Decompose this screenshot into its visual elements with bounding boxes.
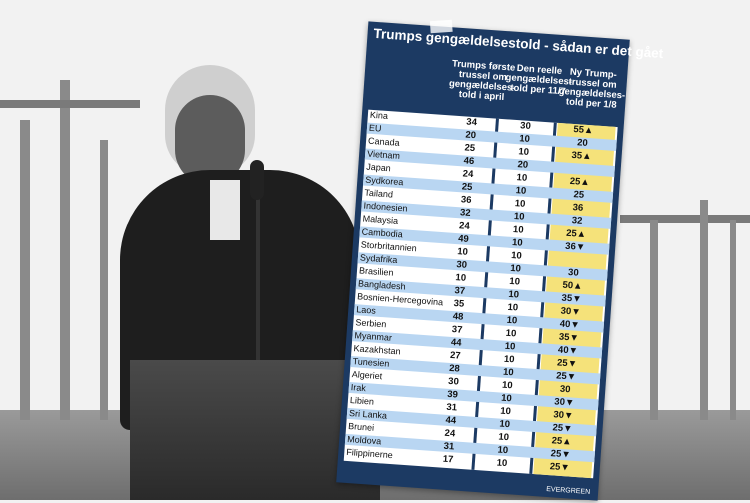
april-tariff-cell: 32 [459,207,471,220]
april-tariff-cell: 17 [442,453,454,466]
april-tariff-cell: 31 [443,440,455,453]
april-tariff-cell: 10 [456,246,469,258]
july-tariff-cell: 10 [496,457,508,470]
april-tariff-cell: 28 [448,362,461,375]
country-cell: Brunei [347,421,375,433]
column-header-aug: Ny Trump-trussel om gengældelses-told pe… [558,66,626,111]
july-tariff-cell: 10 [513,211,525,223]
country-cell: Tailand [364,187,394,200]
july-tariff-cell: 10 [509,262,522,275]
april-tariff-cell: 44 [450,336,462,349]
july-tariff-cell: 10 [514,198,526,210]
july-tariff-cell: 10 [508,288,520,301]
july-tariff-cell: 10 [515,185,527,197]
country-cell: Sydkorea [365,174,404,188]
april-tariff-cell: 24 [458,220,471,232]
country-cell: Laos [355,304,377,316]
country-cell: Vietnam [366,148,401,161]
country-cell: Bangladesh [357,278,406,292]
country-cell: Algeriet [351,369,383,382]
country-cell: Sydafrika [359,252,398,266]
july-tariff-cell: 10 [501,379,514,392]
april-tariff-cell: 39 [446,388,459,401]
july-tariff-cell: 10 [507,301,519,314]
microphone-stand [256,195,260,365]
april-tariff-cell: 24 [444,427,456,440]
country-cell: Kazakhstan [353,343,401,357]
july-tariff-cell: 10 [502,366,514,379]
country-cell: Moldova [346,433,382,447]
july-tariff-cell: 30 [519,120,532,132]
july-tariff-cell: 10 [505,327,517,340]
april-tariff-cell: 10 [455,272,467,284]
country-cell: Filippinerne [345,446,394,461]
country-cell: Myanmar [354,330,393,343]
country-cell: Cambodia [361,226,404,240]
tariff-table: Kina 34 30 55▲ EU 20 10 20 Canada 25 10 35▲ Vietnam 4… [343,109,618,479]
april-tariff-cell: 35 [453,298,465,310]
april-tariff-cell: 30 [447,375,460,388]
july-tariff-cell: 10 [511,236,524,249]
tariff-table-card: Trumps gengældelsestold - sådan er det g… [336,19,664,501]
country-cell: Kina [369,109,389,122]
country-cell: Libien [349,395,375,407]
april-tariff-cell: 20 [465,129,477,142]
april-tariff-cell: 37 [451,324,463,336]
april-tariff-cell: 30 [455,259,468,271]
july-tariff-cell: 10 [516,172,528,184]
country-cell: Serbien [355,317,387,330]
july-tariff-cell: 10 [510,249,523,262]
july-tariff-cell: 10 [518,146,530,158]
april-tariff-cell: 49 [457,233,470,245]
country-cell: EU [368,122,382,134]
april-tariff-cell: 36 [460,194,472,207]
country-cell: Canada [367,135,400,148]
july-tariff-cell: 10 [499,405,512,418]
july-tariff-cell: 10 [498,431,510,444]
april-tariff-cell: 27 [449,349,461,362]
april-tariff-cell: 24 [462,168,474,181]
april-tariff-cell: 31 [446,401,458,414]
country-cell: Irak [350,382,367,394]
april-tariff-cell: 44 [445,414,457,427]
country-cell: Sri Lanka [348,408,388,421]
july-tariff-cell: 10 [500,392,513,405]
july-tariff-cell: 10 [506,314,518,327]
july-tariff-cell: 10 [504,340,516,353]
april-tariff-cell: 37 [454,285,466,297]
april-tariff-cell: 46 [463,155,475,168]
country-cell: Brasilien [358,265,394,278]
april-tariff-cell: 48 [452,311,464,323]
july-tariff-cell: 10 [518,133,531,145]
microphone [250,160,264,200]
country-cell: Tunesien [352,356,390,369]
july-tariff-cell: 10 [503,353,515,366]
april-tariff-cell: 25 [464,142,476,155]
july-tariff-cell: 10 [498,418,511,431]
july-tariff-cell: 10 [512,224,524,236]
footer-logo: EVERGREEN [546,485,591,497]
country-cell: Malaysia [362,213,399,226]
april-tariff-cell: 34 [465,116,478,129]
april-tariff-cell: 25 [461,181,473,194]
july-tariff-cell: 20 [517,159,529,171]
july-tariff-cell: 10 [497,444,509,457]
july-tariff-cell: 10 [508,275,521,288]
country-cell: Indonesien [363,200,408,214]
country-cell: Japan [365,161,392,174]
